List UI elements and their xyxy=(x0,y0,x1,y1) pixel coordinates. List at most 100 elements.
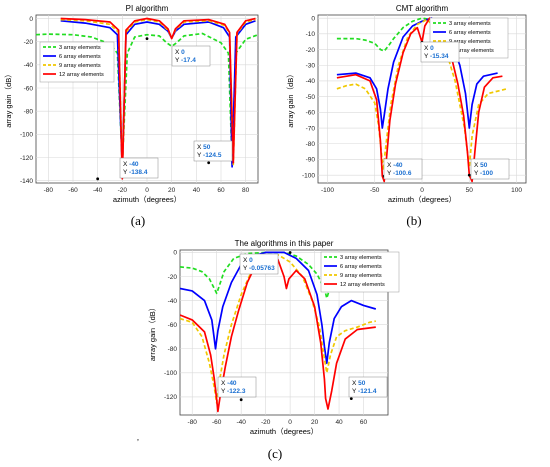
pi-algorithm-chart: PI algorithm -80 -60 -40 -20 0 20 40 60 80 0 -20 -40… xyxy=(4,4,259,204)
x-tick-label: 0 xyxy=(420,187,424,194)
legend-label: 12 array elements xyxy=(340,282,385,288)
datatip-box xyxy=(119,157,159,179)
y-tick-label: 0 xyxy=(29,16,33,23)
datatip-box xyxy=(348,376,388,398)
y-tick-label: 0 xyxy=(311,15,315,22)
series-line-3 xyxy=(336,18,508,172)
proposed-algorithm-chart: The algorithms in this paper -80 -60 -40 -20… xyxy=(148,239,400,436)
y-tick-label: -80 xyxy=(306,141,316,148)
legend-label: 3 array elements xyxy=(340,255,382,261)
legend-box xyxy=(39,41,115,83)
datatip-box xyxy=(383,158,423,180)
datatip-marker xyxy=(207,161,211,165)
caption-b: (b) xyxy=(406,213,422,228)
series-line-4 xyxy=(180,253,376,413)
datatip-x: X 0 xyxy=(424,45,434,52)
x-tick-label: -50 xyxy=(370,187,380,194)
y-tick-label: -60 xyxy=(306,110,316,117)
x-tick-label: 0 xyxy=(288,419,292,426)
y-tick-label: -60 xyxy=(168,322,178,329)
datatip-y: Y -138.4 xyxy=(123,169,148,176)
y-axis-label: array gain（dB） xyxy=(286,70,295,128)
y-tick-label: -100 xyxy=(302,172,315,179)
y-tick-label: -80 xyxy=(168,346,178,353)
legend-box xyxy=(320,251,400,293)
caption-a: (a) xyxy=(130,213,146,228)
x-tick-label: -80 xyxy=(188,419,198,426)
x-tick-label: 50 xyxy=(466,187,474,194)
x-tick-label: 40 xyxy=(335,419,343,426)
y-axis-label: array gain（dB） xyxy=(148,304,157,362)
datatip-box xyxy=(470,158,510,180)
datatip-x: X 50 xyxy=(474,162,488,169)
datatip-box xyxy=(171,45,211,67)
y-tick-label: -70 xyxy=(306,125,316,132)
datatip-y: Y -124.5 xyxy=(197,152,222,159)
chart-panel-b: CMT algorithm -100 -50 0 50 100 0 -10 -20 -30 -40 -… xyxy=(275,0,550,240)
datatip-x: X 0 xyxy=(175,49,185,56)
x-axis-label: azimuth（degrees） xyxy=(388,195,456,204)
datatip-y: Y -0.05763 xyxy=(243,265,275,272)
x-tick-label: -40 xyxy=(93,187,103,194)
series-line-1 xyxy=(36,32,258,166)
x-axis-label: azimuth（degrees） xyxy=(113,195,181,204)
legend-label: 3 array elements xyxy=(59,45,101,51)
series-line-2 xyxy=(180,251,377,365)
datatip-box xyxy=(193,140,233,162)
datatip-y: Y -15.34 xyxy=(424,53,449,60)
datatip-marker xyxy=(145,37,149,41)
y-tick-label: -90 xyxy=(306,157,316,164)
x-tick-label: 100 xyxy=(511,187,522,194)
chart-title: CMT algorithm xyxy=(396,4,449,13)
chart-title: The algorithms in this paper xyxy=(235,239,334,248)
y-tick-label: -40 xyxy=(168,298,178,305)
y-axis-label: array gain（dB） xyxy=(4,70,13,128)
y-tick-label: -80 xyxy=(24,108,34,115)
y-tick-label: -120 xyxy=(164,394,177,401)
y-tick-label: -20 xyxy=(24,39,34,46)
legend-label: 9 array elements xyxy=(449,39,491,45)
datatip-y: Y -17.4 xyxy=(175,57,196,64)
legend-label: 12 array elements xyxy=(449,48,494,54)
legend-label: 6 array elements xyxy=(449,30,491,36)
y-tick-label: -20 xyxy=(168,274,178,281)
legend-label: 12 array elements xyxy=(59,72,104,78)
datatip-x: X -40 xyxy=(221,380,237,387)
y-tick-label: -40 xyxy=(24,62,34,69)
caption-c: (c) xyxy=(267,446,283,461)
datatip-marker xyxy=(96,177,100,181)
footnote-mark: , xyxy=(137,433,139,442)
datatip-box xyxy=(420,41,460,63)
x-tick-label: -80 xyxy=(44,187,54,194)
chart-title: PI algorithm xyxy=(126,4,169,13)
x-tick-label: 20 xyxy=(311,419,319,426)
x-tick-label: -100 xyxy=(321,187,334,194)
legend-label: 9 array elements xyxy=(59,63,101,69)
x-tick-label: -20 xyxy=(261,419,271,426)
y-tick-label: -100 xyxy=(20,132,33,139)
y-tick-label: -40 xyxy=(306,78,316,85)
chart-panel-a: PI algorithm -80 -60 -40 -20 0 20 40 60 80 0 -20 -40… xyxy=(0,0,275,240)
datatip-x: X 0 xyxy=(243,257,253,264)
y-tick-label: -60 xyxy=(24,85,34,92)
x-tick-label: 40 xyxy=(193,187,201,194)
datatip-x: X 50 xyxy=(197,144,211,151)
y-tick-label: -30 xyxy=(306,63,316,70)
x-tick-label: -60 xyxy=(212,419,222,426)
datatip-box xyxy=(217,376,257,398)
cmt-algorithm-chart: CMT algorithm -100 -50 0 50 100 0 -10 -20 -30 -40 -… xyxy=(286,4,527,204)
datatip-x: X -40 xyxy=(123,161,139,168)
datatip-y: Y -122.3 xyxy=(221,388,246,395)
y-tick-label: -50 xyxy=(306,94,316,101)
legend-label: 6 array elements xyxy=(59,54,101,60)
x-tick-label: 0 xyxy=(145,187,149,194)
y-tick-label: -10 xyxy=(306,31,316,38)
legend-label: 6 array elements xyxy=(340,264,382,270)
x-tick-label: 20 xyxy=(168,187,176,194)
series-line-4 xyxy=(60,17,256,180)
legend-label: 9 array elements xyxy=(340,273,382,279)
datatip-y: Y -100 xyxy=(474,170,493,177)
datatip-y: Y -100.6 xyxy=(387,170,412,177)
chart-panel-c: The algorithms in this paper -80 -60 -40 -20… xyxy=(140,235,415,445)
datatip-marker xyxy=(467,173,471,177)
